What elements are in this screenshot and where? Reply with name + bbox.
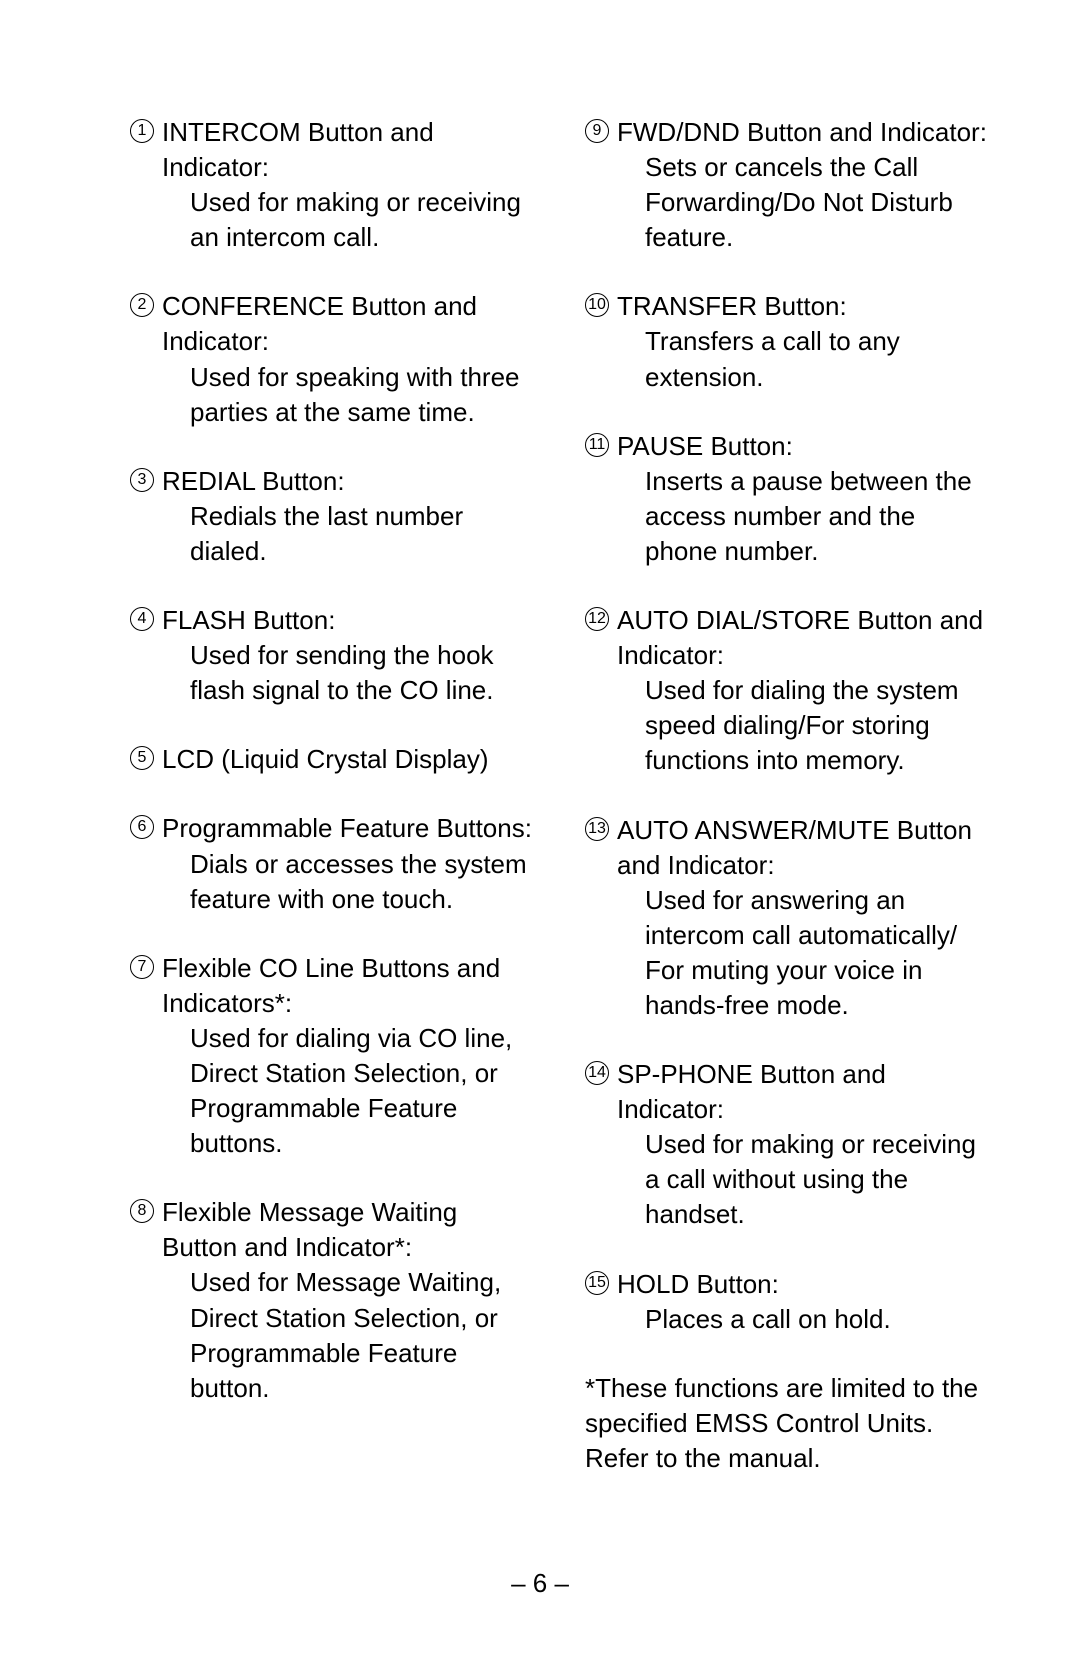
list-item: 7 Flexible CO Line Buttons and Indicator… xyxy=(130,951,535,1162)
list-item: 8 Flexible Message Waiting Button and In… xyxy=(130,1195,535,1406)
item-title: HOLD Button: xyxy=(617,1269,779,1299)
item-title: AUTO ANSWER/MUTE Button and Indicator: xyxy=(617,815,972,880)
circled-number-icon: 13 xyxy=(585,817,609,841)
item-description: Used for dialing the system speed dialin… xyxy=(617,673,990,778)
item-body: AUTO ANSWER/MUTE Button and Indicator: U… xyxy=(617,813,990,1024)
item-body: HOLD Button: Places a call on hold. xyxy=(617,1267,990,1337)
item-description: Transfers a call to any extension. xyxy=(617,324,990,394)
list-item: 6 Programmable Feature Buttons: Dials or… xyxy=(130,811,535,916)
circled-number-icon: 11 xyxy=(585,433,609,457)
circled-number-icon: 1 xyxy=(130,119,154,143)
item-title: SP-PHONE Button and Indicator: xyxy=(617,1059,886,1124)
list-item: 3 REDIAL Button: Redials the last number… xyxy=(130,464,535,569)
circled-number-icon: 15 xyxy=(585,1271,609,1295)
item-title: TRANSFER Button: xyxy=(617,291,847,321)
list-item: 15 HOLD Button: Places a call on hold. xyxy=(585,1267,990,1337)
item-description: Used for dialing via CO line, Direct Sta… xyxy=(162,1021,535,1161)
item-body: PAUSE Button: Inserts a pause between th… xyxy=(617,429,990,569)
circled-number-icon: 9 xyxy=(585,119,609,143)
item-description: Used for making or receiving an intercom… xyxy=(162,185,535,255)
item-title: Flexible CO Line Buttons and Indicators*… xyxy=(162,953,500,1018)
item-description: Used for Message Waiting, Direct Station… xyxy=(162,1265,535,1405)
circled-number-icon: 6 xyxy=(130,815,154,839)
two-column-layout: 1 INTERCOM Button and Indicator: Used fo… xyxy=(130,115,990,1476)
circled-number-icon: 14 xyxy=(585,1061,609,1085)
item-title: Programmable Feature Buttons: xyxy=(162,813,532,843)
item-title: FLASH Button: xyxy=(162,605,335,635)
list-item: 11 PAUSE Button: Inserts a pause between… xyxy=(585,429,990,569)
item-description: Places a call on hold. xyxy=(617,1302,990,1337)
list-item: 2 CONFERENCE Button and Indicator: Used … xyxy=(130,289,535,429)
item-description: Sets or cancels the Call Forwarding/Do N… xyxy=(617,150,990,255)
list-item: 13 AUTO ANSWER/MUTE Button and Indicator… xyxy=(585,813,990,1024)
list-item: 14 SP-PHONE Button and Indicator: Used f… xyxy=(585,1057,990,1232)
item-title: FWD/DND Button and Indicator: xyxy=(617,117,987,147)
item-body: FWD/DND Button and Indicator: Sets or ca… xyxy=(617,115,990,255)
item-description: Redials the last number dialed. xyxy=(162,499,535,569)
circled-number-icon: 10 xyxy=(585,293,609,317)
item-title: REDIAL Button: xyxy=(162,466,345,496)
item-body: SP-PHONE Button and Indicator: Used for … xyxy=(617,1057,990,1232)
circled-number-icon: 4 xyxy=(130,607,154,631)
list-item: 10 TRANSFER Button: Transfers a call to … xyxy=(585,289,990,394)
list-item: 4 FLASH Button: Used for sending the hoo… xyxy=(130,603,535,708)
item-description: Dials or accesses the system feature wit… xyxy=(162,847,535,917)
list-item: 5 LCD (Liquid Crystal Display) xyxy=(130,742,535,777)
item-body: INTERCOM Button and Indicator: Used for … xyxy=(162,115,535,255)
item-description: Used for making or receiving a call with… xyxy=(617,1127,990,1232)
page-number: – 6 – xyxy=(0,1566,1080,1601)
item-body: Flexible Message Waiting Button and Indi… xyxy=(162,1195,535,1406)
item-body: LCD (Liquid Crystal Display) xyxy=(162,742,535,777)
item-title: AUTO DIAL/STORE Button and Indicator: xyxy=(617,605,983,670)
item-title: PAUSE Button: xyxy=(617,431,793,461)
item-title: CONFERENCE Button and Indicator: xyxy=(162,291,477,356)
item-title: Flexible Message Waiting Button and Indi… xyxy=(162,1197,457,1262)
document-page: 1 INTERCOM Button and Indicator: Used fo… xyxy=(0,0,1080,1656)
right-column: 9 FWD/DND Button and Indicator: Sets or … xyxy=(585,115,990,1476)
item-description: Inserts a pause between the access numbe… xyxy=(617,464,990,569)
list-item: 9 FWD/DND Button and Indicator: Sets or … xyxy=(585,115,990,255)
item-body: TRANSFER Button: Transfers a call to any… xyxy=(617,289,990,394)
item-body: AUTO DIAL/STORE Button and Indicator: Us… xyxy=(617,603,990,778)
item-body: Programmable Feature Buttons: Dials or a… xyxy=(162,811,535,916)
item-body: FLASH Button: Used for sending the hook … xyxy=(162,603,535,708)
footnote: *These functions are limited to the spec… xyxy=(585,1371,990,1476)
item-body: CONFERENCE Button and Indicator: Used fo… xyxy=(162,289,535,429)
circled-number-icon: 5 xyxy=(130,746,154,770)
item-title: LCD (Liquid Crystal Display) xyxy=(162,744,489,774)
list-item: 12 AUTO DIAL/STORE Button and Indicator:… xyxy=(585,603,990,778)
circled-number-icon: 12 xyxy=(585,607,609,631)
circled-number-icon: 2 xyxy=(130,293,154,317)
list-item: 1 INTERCOM Button and Indicator: Used fo… xyxy=(130,115,535,255)
circled-number-icon: 3 xyxy=(130,468,154,492)
item-description: Used for answering an intercom call auto… xyxy=(617,883,990,1023)
left-column: 1 INTERCOM Button and Indicator: Used fo… xyxy=(130,115,535,1476)
circled-number-icon: 8 xyxy=(130,1199,154,1223)
circled-number-icon: 7 xyxy=(130,955,154,979)
item-title: INTERCOM Button and Indicator: xyxy=(162,117,434,182)
item-body: REDIAL Button: Redials the last number d… xyxy=(162,464,535,569)
item-description: Used for speaking with three parties at … xyxy=(162,360,535,430)
item-description: Used for sending the hook flash signal t… xyxy=(162,638,535,708)
item-body: Flexible CO Line Buttons and Indicators*… xyxy=(162,951,535,1162)
